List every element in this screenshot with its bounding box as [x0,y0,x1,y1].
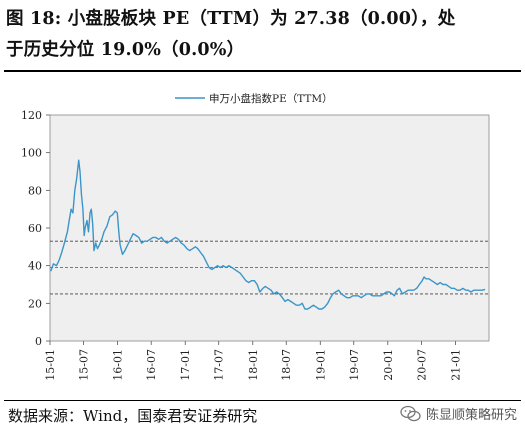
x-tick-label: 21-01 [450,349,463,381]
y-tick-label: 20 [28,297,42,310]
x-tick-label: 18-01 [247,349,260,381]
source-note: 数据来源：Wind，国泰君安证券研究 [8,407,258,425]
footer-rule [4,400,521,401]
figure-title-line-1: 图 18: 小盘股板块 PE（TTM）为 27.38（0.00），处 [6,9,456,29]
wechat-icon [400,405,421,421]
x-tick-label: 17-07 [213,349,226,381]
figure-title-line-2: 于历史分位 19.0%（0.0%） [6,40,245,60]
x-tick-label: 20-01 [382,349,395,381]
y-tick-label: 100 [21,147,42,160]
x-tick-label: 16-01 [112,349,125,381]
pe-line-chart: 0 20 40 60 80 100 120 15-01 15-07 16-01 16-07 17-01… [21,92,490,381]
series-line [50,159,486,310]
y-tick-label: 120 [21,109,42,122]
x-tick-label: 15-07 [77,349,90,381]
x-tick-label: 16-07 [145,349,158,381]
legend-label: 申万小盘指数PE（TTM） [209,92,333,105]
y-tick-label: 40 [28,260,42,273]
x-tick-label: 17-01 [179,349,192,381]
title-rule [4,70,521,72]
y-tick-label: 60 [28,222,42,235]
x-tick-label: 18-07 [280,349,293,381]
y-tick-label: 80 [28,184,42,197]
x-tick-label: 20-07 [415,349,428,381]
watermark-text: 陈显顺策略研究 [425,408,517,423]
x-tick-label: 15-01 [44,349,57,381]
x-tick-label: 19-01 [314,349,327,381]
x-tick-label: 19-07 [348,349,361,381]
plot-area [50,115,489,341]
y-tick-label: 0 [35,335,42,348]
watermark: 陈显顺策略研究 [400,404,517,423]
figure-title: 图 18: 小盘股板块 PE（TTM）为 27.38（0.00），处 于历史分位… [6,4,520,66]
